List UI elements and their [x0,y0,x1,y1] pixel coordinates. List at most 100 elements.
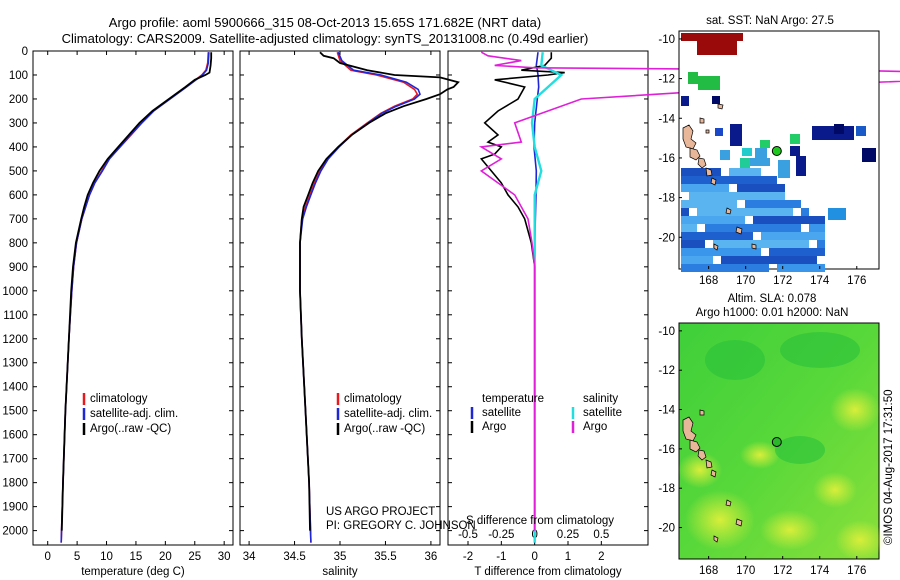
sst-cell [721,232,729,240]
sst-cell [753,216,761,224]
map-y-tick-label: -14 [658,113,675,125]
x-tick-label: 0 [531,551,537,563]
sst-warm-patch [681,33,743,41]
depth-tick-label: 2000 [2,526,28,538]
land-islet-e [751,243,757,250]
sst-cell [785,232,793,240]
sst-cell [761,240,769,248]
sst-cell [737,248,745,256]
sst-cell [737,184,745,192]
sst-cell [777,256,785,264]
depth-tick-label: 0 [22,46,28,58]
sst-cell [713,232,721,240]
sst-cell [705,232,713,240]
sst-cell [689,240,697,248]
legend-s-satellite: satellite [583,407,622,419]
sst-cell [761,216,769,224]
sst-cell [721,200,729,208]
sst-cell [862,148,876,162]
legend-argo: Argo(..raw -QC) [90,423,171,435]
sst-cell [681,96,689,106]
series-line-argo-raw-qc- [299,51,460,531]
sst-cell [777,264,785,272]
sst-cell [713,208,721,216]
difference-top-xlabel: S difference from climatology [466,515,614,527]
sst-cell [793,256,801,264]
sst-map-title: sat. SST: NaN Argo: 27.5 [706,15,834,27]
sst-cell [697,168,705,176]
legend-climatology: climatology [344,393,402,405]
sst-cell [697,240,705,248]
sst-cell [745,168,753,176]
sst-cell [729,248,737,256]
sla-map-axes: 168 170 172 174 176 -10 -12 -14 -16 -18 -20 [658,326,866,577]
sst-cell [753,264,761,272]
depth-tick-label: 100 [9,70,28,82]
sla-argo-position-marker [771,436,782,447]
annotation-project: US ARGO PROJECT [326,506,435,518]
land-islet-b [717,103,724,110]
depth-tick-label: 900 [9,262,28,274]
sst-cell [745,200,753,208]
depth-tick-label: 1900 [2,502,28,514]
sst-cell [753,224,761,232]
sst-cell [713,168,721,176]
land-vanuatu-mid [689,147,701,161]
sst-cell [729,208,737,216]
sst-cell [801,264,809,272]
sst-cell [721,264,729,272]
sst-cell [753,256,761,264]
map-y-tick-label: -16 [658,153,675,165]
sst-cell [713,216,721,224]
sst-cell [777,208,785,216]
legend-satellite: satellite-adj. clim. [90,408,178,420]
sst-cell [681,184,689,192]
sst-cell [817,224,825,232]
sst-cell [769,192,777,200]
sst-cell [705,184,713,192]
depth-tick-label: 1200 [2,334,28,346]
sst-cell [769,184,777,192]
sst-cell [697,208,705,216]
sst-cell [777,200,785,208]
sst-cell [828,208,846,220]
sst-cell [777,232,785,240]
sst-cell [729,224,737,232]
sst-cell [689,216,697,224]
sst-cell [777,224,785,232]
sst-cell [697,256,705,264]
sla-map-title-2: Argo h1000: 0.01 h2000: NaN [696,307,849,319]
legend-climatology: climatology [90,393,148,405]
sst-cell [777,248,785,256]
sst-cell [681,264,689,272]
sst-cell [705,224,713,232]
sst-cell [809,248,817,256]
x-tick-label: 35 [334,551,347,563]
sst-cell [713,184,721,192]
sst-cell [681,200,689,208]
map-y-tick-label: -20 [658,523,675,535]
sst-cell [737,168,745,176]
map-y-tick-label: -10 [658,326,675,338]
map-y-tick-label: -18 [658,483,675,495]
legend-s-title: salinity [583,393,618,405]
series-line-s-argo [478,51,900,531]
sst-cell [793,216,801,224]
sst-cell [740,158,750,168]
land-islet-c [725,207,732,215]
x-tick-label: 0 [45,551,51,563]
sst-cell [793,224,801,232]
sst-cell [761,184,769,192]
sst-cell [688,72,698,84]
sst-cell [705,200,713,208]
sla-highs [678,388,885,560]
sst-cell [769,200,777,208]
sst-cell [785,256,793,264]
sst-cell [745,224,753,232]
map-x-tick-label: 168 [699,565,718,577]
sst-cell [697,232,705,240]
land-vanuatu-north [682,124,697,150]
x-tick-label: -2 [463,551,473,563]
sst-cell [790,134,800,144]
sst-cell [745,240,753,248]
